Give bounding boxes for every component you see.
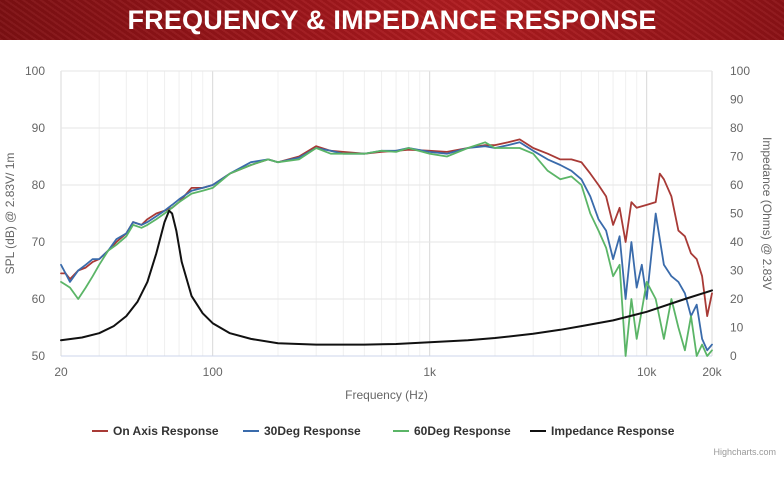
x-tick-label: 1k [423, 365, 437, 379]
axes: 20 100 1k 10k 20k 50 60 70 80 90 100 0 10 20 30 40 50 60 7… [25, 64, 750, 379]
x-axis-title: Frequency (Hz) [345, 388, 428, 402]
series-on-axis-response-line[interactable] [60, 138, 713, 318]
y2-tick-label: 20 [730, 292, 744, 306]
legend-item-on-axis-response[interactable]: On Axis Response [92, 424, 219, 438]
legend-label: 60Deg Response [414, 424, 511, 438]
y-tick-label: 70 [32, 235, 46, 249]
series-impedance-response-line[interactable] [60, 209, 713, 346]
legend-label: On Axis Response [113, 424, 219, 438]
legend-label: 30Deg Response [264, 424, 361, 438]
credits-link[interactable]: Highcharts.com [713, 447, 776, 457]
legend-item-30deg-response[interactable]: 30Deg Response [243, 424, 361, 438]
y2-tick-label: 90 [730, 93, 744, 107]
legend-label: Impedance Response [551, 424, 675, 438]
x-tick-label: 20 [54, 365, 68, 379]
y-tick-label: 80 [32, 178, 46, 192]
page-title: FREQUENCY & IMPEDANCE RESPONSE [127, 5, 657, 35]
y2-tick-label: 0 [730, 349, 737, 363]
y-tick-label: 100 [25, 64, 45, 78]
y2-tick-label: 40 [730, 235, 744, 249]
y2-tick-label: 50 [730, 207, 744, 221]
x-tick-label: 10k [637, 365, 657, 379]
x-tick-label: 20k [702, 365, 722, 379]
series-layer [60, 138, 713, 357]
y2-tick-label: 10 [730, 321, 744, 335]
series-60deg-response-line[interactable] [60, 141, 713, 357]
y-tick-label: 50 [32, 349, 46, 363]
header-banner: FREQUENCY & IMPEDANCE RESPONSE [0, 0, 784, 40]
y2-tick-label: 60 [730, 178, 744, 192]
y-tick-label: 90 [32, 121, 46, 135]
y-tick-label: 60 [32, 292, 46, 306]
y2-tick-label: 70 [730, 150, 744, 164]
legend-item-impedance-response[interactable]: Impedance Response [530, 424, 675, 438]
y2-tick-label: 80 [730, 121, 744, 135]
y2-axis-title: Impedance (Ohms) @ 2.83V [760, 137, 774, 290]
y-axis-title: SPL (dB) @ 2.83V/ 1m [3, 153, 17, 275]
legend-item-60deg-response[interactable]: 60Deg Response [393, 424, 511, 438]
x-tick-label: 100 [203, 365, 223, 379]
y2-tick-label: 100 [730, 64, 750, 78]
y2-tick-label: 30 [730, 264, 744, 278]
legend: On Axis Response 30Deg Response 60Deg Resp… [92, 424, 675, 438]
